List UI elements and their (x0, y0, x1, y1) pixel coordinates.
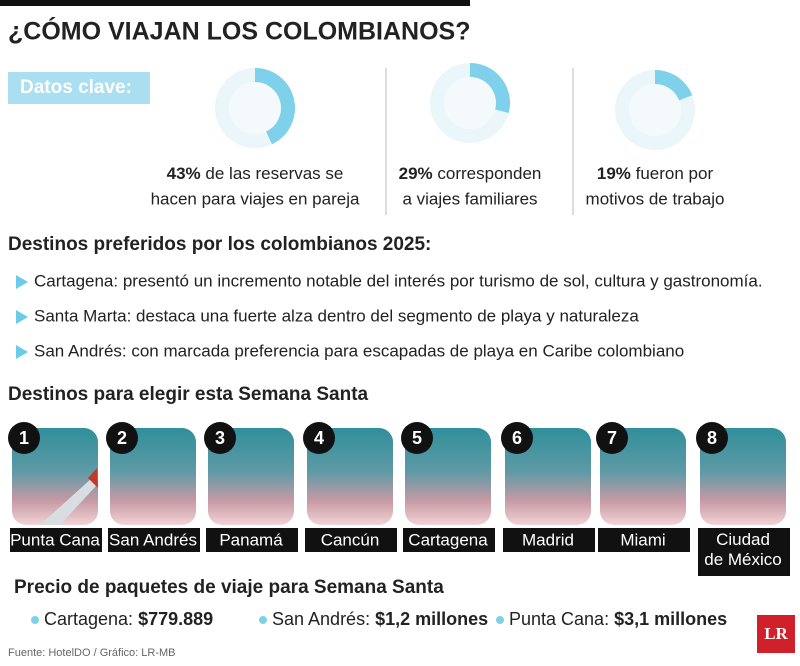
price-value: $3,1 millones (614, 609, 727, 629)
price-value: $1,2 millones (375, 609, 488, 629)
price-line: Punta Cana: $3,1 millones (509, 609, 727, 629)
name-bar (108, 528, 200, 552)
price-place: San Andrés: (272, 609, 370, 629)
logo: LR (764, 624, 788, 643)
rank-badge (303, 422, 335, 454)
stat-line: 43% de las reservas se (167, 164, 344, 183)
rank-badge (106, 422, 138, 454)
rank-badge (204, 422, 236, 454)
destination-name: Madrid (522, 530, 574, 549)
donut-center (229, 82, 281, 134)
prices-heading: Precio de paquetes de viaje para Semana … (14, 577, 444, 598)
rank-number: 4 (314, 428, 324, 448)
rank-number: 5 (412, 428, 422, 448)
rank-number: 6 (512, 428, 522, 448)
destination-image (110, 428, 196, 525)
bullet-text: Cartagena: presentó un incremento notabl… (34, 271, 763, 290)
destination-name: Punta Cana (10, 530, 100, 549)
price-value: $779.889 (138, 609, 213, 629)
rank-badge (8, 422, 40, 454)
name-bar (10, 528, 102, 552)
price-dot (31, 616, 39, 624)
destination-name: Ciudad de México (704, 530, 781, 569)
stat-text: de las reservas se (205, 164, 343, 183)
stat-line: 19% fueron por (597, 164, 714, 183)
donut-center (444, 77, 496, 129)
stat-line: hacen para viajes en pareja (151, 189, 360, 208)
rank-badge (401, 422, 433, 454)
top-bar (0, 0, 470, 6)
plane-tip (88, 468, 98, 488)
donut-center (629, 84, 681, 136)
bullet-marker (16, 345, 28, 359)
donut-arc (469, 63, 510, 113)
destination-image (307, 428, 393, 525)
name-bar (698, 528, 790, 576)
name-line: de México (704, 550, 781, 569)
bullet-marker (16, 310, 28, 324)
rank-number: 2 (117, 428, 127, 448)
plane-wing (40, 478, 96, 525)
holy-week-heading: Destinos para elegir esta Semana Santa (8, 384, 369, 405)
destination-name: Miami (620, 530, 665, 549)
price-place: Cartagena: (44, 609, 133, 629)
bullet-text: San Andrés: con marcada preferencia para… (34, 341, 684, 360)
bullet-text: Santa Marta: destaca una fuerte alza den… (34, 306, 639, 325)
rank-number: 3 (215, 428, 225, 448)
key-data-badge (8, 72, 150, 104)
destination-name: Cancún (321, 530, 380, 549)
price-line: Cartagena: $779.889 (44, 609, 213, 629)
donut-arc (254, 68, 295, 145)
stat-text: fueron por (636, 164, 714, 183)
name-bar (305, 528, 397, 552)
logo-box (757, 615, 795, 653)
name-bar (503, 528, 595, 552)
price-place: Punta Cana: (509, 609, 609, 629)
rank-badge (596, 422, 628, 454)
price-line: San Andrés: $1,2 millones (272, 609, 488, 629)
rank-badge (501, 422, 533, 454)
stat-line: 29% corresponden (399, 164, 542, 183)
preferred-heading: Destinos preferidos por los colombianos … (8, 234, 431, 255)
bullet-marker (16, 275, 28, 289)
stat-percent: 29% (399, 164, 433, 183)
source: Fuente: HotelDO / Gráfico: LR-MB (8, 647, 176, 659)
destination-image (405, 428, 491, 525)
name-bar (403, 528, 495, 552)
stat-percent: 19% (597, 164, 631, 183)
name-bar (206, 528, 298, 552)
stat-line: a viajes familiares (402, 189, 537, 208)
stat-percent: 43% (167, 164, 201, 183)
title: ¿CÓMO VIAJAN LOS COLOMBIANOS? (8, 16, 471, 46)
price-dot (259, 616, 267, 624)
rank-number: 7 (607, 428, 617, 448)
destination-image (208, 428, 294, 525)
price-dot (496, 616, 504, 624)
rank-number: 1 (19, 428, 29, 448)
destination-name: San Andrés (109, 530, 197, 549)
stat-line: motivos de trabajo (586, 189, 725, 208)
name-line: Ciudad (716, 530, 770, 549)
destination-image (505, 428, 591, 525)
destination-name: Cartagena (408, 530, 488, 549)
rank-number: 8 (707, 428, 717, 448)
key-data-label: Datos clave: (20, 77, 132, 98)
destination-name: Panamá (219, 530, 283, 549)
destination-image (700, 428, 786, 525)
name-bar (598, 528, 690, 552)
rank-badge (696, 422, 728, 454)
donut-arc (654, 70, 693, 101)
stat-text: corresponden (437, 164, 541, 183)
destination-image (600, 428, 686, 525)
